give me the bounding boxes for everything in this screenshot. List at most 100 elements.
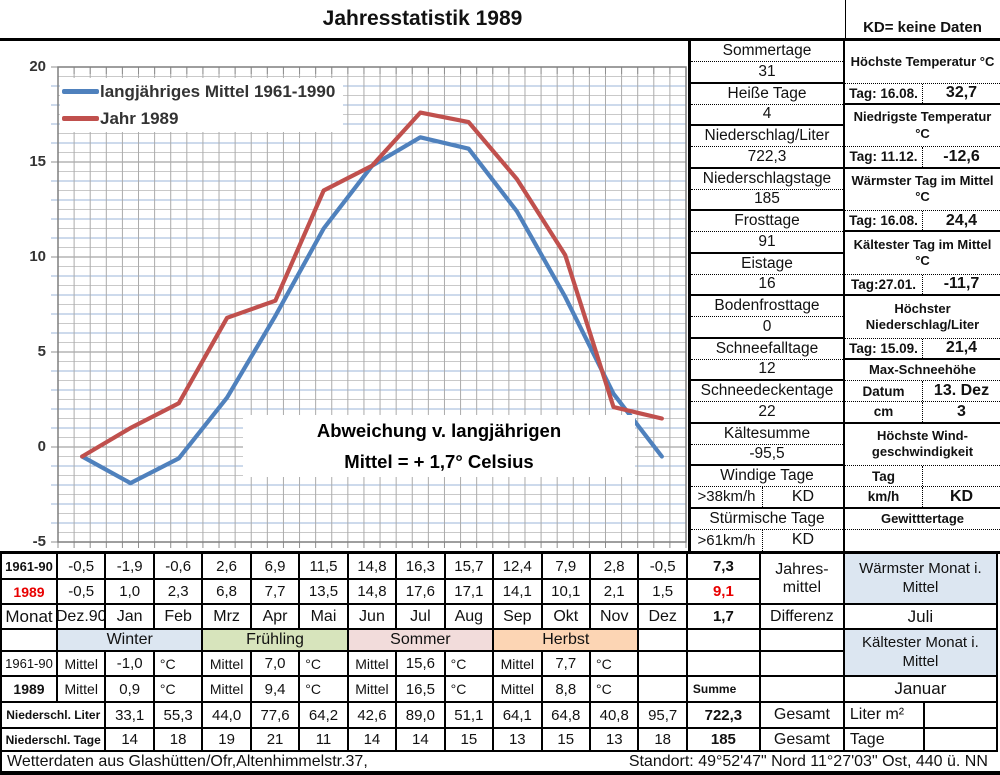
annual-mean-value: 7,3 <box>687 554 761 580</box>
mean-month-value: -1,9 <box>106 554 155 580</box>
precip-liter-value: 77,6 <box>251 703 301 729</box>
stat-value-row: Tag <box>845 466 1000 488</box>
season-mean-value: -1,0 <box>106 652 155 677</box>
stat-value <box>923 466 1000 486</box>
empty-cell <box>639 677 688 703</box>
month-name: Dez.90 <box>58 605 107 630</box>
mittel-label: Mittel <box>348 677 398 703</box>
temperature-line-chart: 20 15 10 5 0 -5 langjähriges Mittel 1961-1990… <box>0 41 688 551</box>
stat-value: KD <box>791 531 815 549</box>
summe-label: Summe <box>687 677 761 703</box>
season-year-value: 0,9 <box>106 677 155 703</box>
year-month-value: 13,5 <box>300 580 349 605</box>
mean-month-value: 16,3 <box>397 554 446 580</box>
stat-value: KD <box>791 487 815 505</box>
year-month-value: 1,5 <box>639 580 688 605</box>
gesamt-label: Gesamt <box>760 703 845 729</box>
stat-day-label: Tag: 16.08. <box>845 211 923 231</box>
mittel-label: Mittel <box>203 652 252 677</box>
month-name: Jan <box>106 605 155 630</box>
stat-label: Niederschlag/Liter <box>691 126 843 148</box>
precip-days-label: Niederschl. Tage <box>2 729 107 752</box>
stat-value-row: Tag: 15.09. 21,4 <box>845 338 1000 360</box>
precip-days-value: 13 <box>494 729 543 752</box>
mittel-label: Mittel <box>348 652 398 677</box>
stat-day-label: Tag: 11.12. <box>845 147 923 167</box>
unit-label: °C <box>154 677 204 703</box>
mean-month-value: 7,9 <box>542 554 591 580</box>
legend-entry: Jahr 1989 <box>60 105 344 132</box>
empty-cell <box>924 729 998 752</box>
precip-days-value: 15 <box>445 729 495 752</box>
month-name: Aug <box>445 605 495 630</box>
empty-cell <box>639 630 688 652</box>
precip-days-value: 19 <box>203 729 252 752</box>
annual-diff-value: 1,7 <box>687 605 761 630</box>
stat-value-row: Tag:27.01. -11,7 <box>845 274 1000 296</box>
year-month-value: 2,3 <box>154 580 204 605</box>
year-month-value: 6,8 <box>203 580 252 605</box>
precip-liter-label: Niederschl. Liter <box>2 703 107 729</box>
stat-label: Schneefalltage <box>691 339 843 360</box>
stat-day-label: Tag: 16.08. <box>845 83 923 103</box>
month-name: Okt <box>542 605 591 630</box>
stat-value-row: Datum 13. Dez <box>845 381 1000 403</box>
stat-value-row: -95,5 <box>691 445 843 466</box>
stat-day-label: cm <box>845 402 923 422</box>
stat-label: Höchste Temperatur °C <box>845 41 1000 84</box>
annotation-line-1: Abweichung v. langjährigen <box>316 420 562 441</box>
stat-label: Eistage <box>691 254 843 275</box>
stat-value-row: Tag: 16.08. 24,4 <box>845 211 1000 233</box>
precip-days-value: 14 <box>348 729 398 752</box>
stat-label: Wärmster Tag im Mittel °C <box>845 169 1000 211</box>
stat-label: Max-Schneehöhe <box>845 360 1000 381</box>
season-header: Frühling <box>203 630 349 652</box>
month-name: Jun <box>348 605 398 630</box>
precip-days-value: 14 <box>106 729 155 752</box>
unit-label: °C <box>300 652 349 677</box>
stat-label: Niedrigste Temperatur °C <box>845 105 1000 148</box>
stat-day-label: km/h <box>845 487 923 507</box>
stat-day-label: Tag:27.01. <box>845 274 923 294</box>
stat-value-row: >38km/h KD <box>691 487 843 509</box>
year-month-value: -0,5 <box>58 580 107 605</box>
season-header: Winter <box>58 630 204 652</box>
stat-sublabel: >38km/h <box>691 487 763 507</box>
y-axis-label: 15 <box>29 153 46 170</box>
season-row-label-year: 1989 <box>2 677 58 703</box>
legend-label: Jahr 1989 <box>100 108 179 128</box>
year-month-value: 2,1 <box>590 580 640 605</box>
month-name: Feb <box>154 605 204 630</box>
mean-month-value: 14,8 <box>348 554 398 580</box>
row-label-month: Monat <box>2 605 58 630</box>
stat-value-row: 722,3 <box>691 147 843 169</box>
stat-label: Höchster Niederschlag/Liter <box>845 296 1000 339</box>
stat-label: Windige Tage <box>691 466 843 488</box>
stat-day-label: Tag: 15.09. <box>845 338 923 358</box>
row-label-mean: 1961-90 <box>2 554 58 580</box>
precip-liter-value: 64,1 <box>494 703 543 729</box>
legend-line-swatch <box>62 116 99 121</box>
empty-cell <box>760 677 845 703</box>
y-axis-label: 20 <box>29 58 46 75</box>
monthly-data-table: 1961-90 -0,5 -1,9 -0,6 2,6 6,9 11,5 14,8 16,3 15,… <box>0 551 1000 775</box>
chart-legend: langjähriges Mittel 1961-1990 Jahr 1989 <box>60 78 344 132</box>
precip-liter-value: 55,3 <box>154 703 204 729</box>
stat-label: Bodenfrosttage <box>691 296 843 318</box>
stat-value-row: Tag: 16.08. 32,7 <box>845 83 1000 105</box>
stat-label: Niederschlagstage <box>691 169 843 190</box>
stat-day-label: Datum <box>845 381 923 402</box>
footer-row: Wetterdaten aus Glashütten/Ofr,Altenhimm… <box>2 752 998 771</box>
stat-label: Gewitttertage <box>845 509 1000 530</box>
unit-label: °C <box>590 652 640 677</box>
year-month-value: 1,0 <box>106 580 155 605</box>
month-name: Sep <box>494 605 543 630</box>
stat-label: Heiße Tage <box>691 84 843 105</box>
stat-label: Frosttage <box>691 211 843 233</box>
month-name: Mai <box>300 605 349 630</box>
precip-liter-value: 64,8 <box>542 703 591 729</box>
stat-value-row: 185 <box>691 190 843 211</box>
month-name: Apr <box>251 605 301 630</box>
mean-month-value: 6,9 <box>251 554 301 580</box>
unit-label: °C <box>445 652 495 677</box>
